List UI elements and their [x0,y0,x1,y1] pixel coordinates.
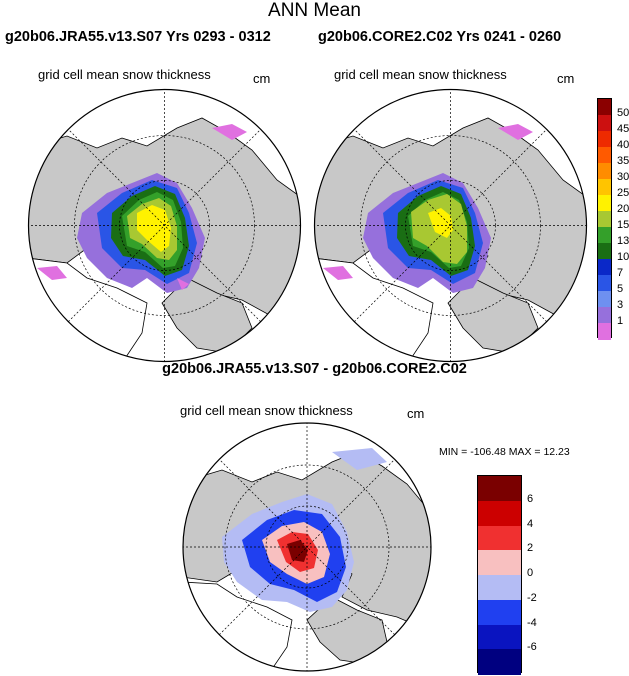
snow-colorbar-swatch [598,275,611,292]
snow-colorbar-swatch [598,195,611,212]
snow-colorbar-tick-label: 13 [617,235,629,247]
snow-thickness-colorbar [597,98,612,340]
snow-colorbar-swatch [598,99,611,116]
snow-colorbar-tick-label: 1 [617,315,624,327]
diff-colorbar-swatch [478,599,521,625]
left-panel-run-title: g20b06.JRA55.v13.S07 Yrs 0293 - 0312 [5,29,271,45]
diff-colorbar-swatch [478,575,521,601]
difference-panel-title: g20b06.JRA55.v13.S07 - g20b06.CORE2.C02 [162,361,467,377]
diff-colorbar-swatch [478,550,521,576]
diff-colorbar-tick-label: 2 [527,542,534,555]
figure-title: ANN Mean [268,0,361,21]
snow-colorbar-tick-label: 3 [617,299,624,311]
snow-colorbar-swatch [598,211,611,228]
snow-colorbar-tick-label: 25 [617,187,629,199]
diff-colorbar-tick-label: -6 [527,641,537,654]
left-panel-variable-label: grid cell mean snow thickness [38,67,211,82]
snow-colorbar-swatch [598,259,611,276]
diff-colorbar-tick-label: 6 [527,492,534,505]
snow-colorbar-swatch [598,179,611,196]
diff-colorbar-swatch [478,476,521,502]
diff-colorbar-swatch [478,624,521,650]
snow-colorbar-tick-label: 35 [617,155,629,167]
snow-colorbar-tick-label: 30 [617,171,629,183]
diff-colorbar-tick-label: -4 [527,616,537,629]
snow-pink-patches [37,124,247,290]
snow-colorbar-tick-label: 20 [617,203,629,215]
right-panel-variable-label: grid cell mean snow thickness [334,67,507,82]
diff-colorbar-tick-label: -2 [527,591,537,604]
diff-colorbar-swatch [478,500,521,526]
snow-yellow [428,208,453,238]
diff-colorbar-tick-label: 4 [527,517,534,530]
snow-colorbar-tick-label: 15 [617,219,629,231]
diff-colorbar-tick-label: 0 [527,567,534,579]
left-panel-units-label: cm [253,71,271,86]
snow-yellow [137,205,171,252]
snow-colorbar-tick-label: 40 [617,139,629,151]
polar-map-core2 [313,88,588,363]
snow-colorbar-tick-label: 50 [617,107,629,119]
snow-colorbar-tick-label: 7 [617,267,624,279]
polar-map-difference [182,422,432,672]
snow-colorbar-swatch [598,307,611,324]
snow-colorbar-swatch [598,147,611,164]
snow-colorbar-swatch [598,323,611,340]
diff-panel-variable-label: grid cell mean snow thickness [180,403,353,418]
snow-colorbar-swatch [598,243,611,260]
diff-min-max-readout: MIN = -106.48 MAX = 12.23 [439,446,570,458]
snow-colorbar-swatch [598,131,611,148]
snow-colorbar-tick-label: 45 [617,123,629,135]
diff-darkred [287,540,308,562]
right-panel-units-label: cm [557,71,575,86]
snow-colorbar-swatch [598,115,611,132]
diff-colorbar-swatch [478,525,521,551]
diff-colorbar-swatch [478,649,521,675]
diff-panel-units-label: cm [407,406,425,421]
polar-map-jra55 [27,88,302,363]
right-panel-run-title: g20b06.CORE2.C02 Yrs 0241 - 0260 [318,29,562,45]
snow-colorbar-tick-label: 10 [617,251,629,263]
snow-colorbar-tick-label: 5 [617,283,624,295]
snow-colorbar-swatch [598,227,611,244]
difference-colorbar [477,475,522,675]
snow-colorbar-swatch [598,291,611,308]
snow-colorbar-swatch [598,163,611,180]
